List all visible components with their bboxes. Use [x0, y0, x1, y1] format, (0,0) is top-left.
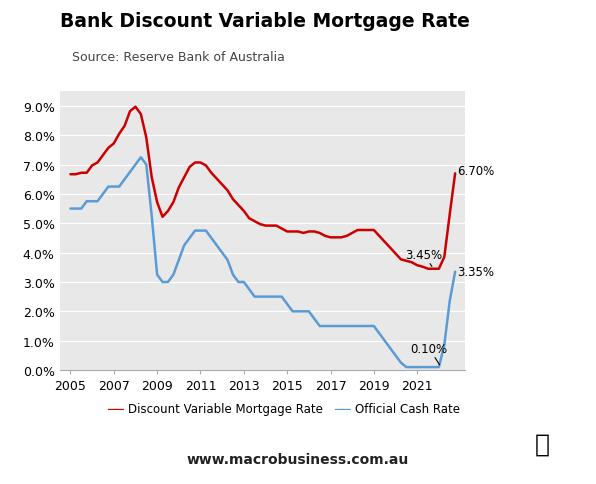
- Text: www.macrobusiness.com.au: www.macrobusiness.com.au: [187, 452, 409, 466]
- Text: 6.70%: 6.70%: [457, 165, 495, 178]
- Text: 0.10%: 0.10%: [411, 342, 448, 365]
- Text: ──: ──: [107, 402, 124, 416]
- Text: 3.35%: 3.35%: [457, 266, 494, 279]
- Text: MACRO: MACRO: [498, 25, 560, 40]
- Text: 🐺: 🐺: [535, 432, 550, 456]
- Text: Discount Variable Mortgage Rate: Discount Variable Mortgage Rate: [128, 403, 323, 415]
- Text: BUSINESS: BUSINESS: [486, 59, 572, 73]
- Text: Source: Reserve Bank of Australia: Source: Reserve Bank of Australia: [72, 51, 284, 64]
- Text: Official Cash Rate: Official Cash Rate: [355, 403, 460, 415]
- Text: 3.45%: 3.45%: [405, 248, 442, 267]
- Text: ──: ──: [334, 402, 350, 416]
- Text: Bank Discount Variable Mortgage Rate: Bank Discount Variable Mortgage Rate: [60, 12, 470, 31]
